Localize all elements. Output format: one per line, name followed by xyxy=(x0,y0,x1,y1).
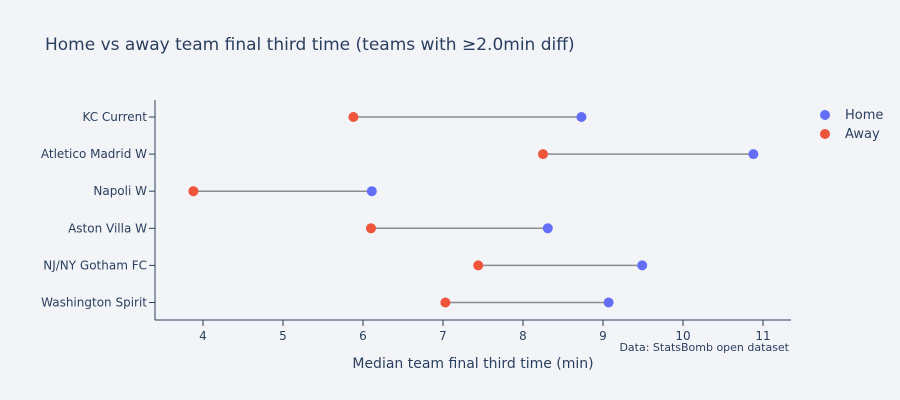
away-point[interactable] xyxy=(188,186,199,197)
connector-lines xyxy=(193,116,754,304)
data-source-annotation: Data: StatsBomb open dataset xyxy=(619,341,789,354)
x-tick-label: 9 xyxy=(599,329,607,343)
x-tick-label: 10 xyxy=(675,329,690,343)
legend-label-home[interactable]: Home xyxy=(845,108,883,123)
home-point[interactable] xyxy=(576,112,587,122)
y-tick-label: Atletico Madrid W xyxy=(41,147,147,161)
x-tick-label: 11 xyxy=(755,329,770,343)
away-point[interactable] xyxy=(473,260,484,271)
away-point[interactable] xyxy=(538,149,548,160)
home-point[interactable] xyxy=(366,186,377,197)
home-point[interactable] xyxy=(542,223,553,234)
away-point[interactable] xyxy=(348,112,359,122)
x-tick-label: 6 xyxy=(359,329,367,343)
y-tick-label: NJ/NY Gotham FC xyxy=(43,258,147,272)
home-point[interactable] xyxy=(637,260,648,271)
away-point[interactable] xyxy=(366,223,376,234)
x-tick-label: 8 xyxy=(519,329,527,343)
x-tick-label: 4 xyxy=(199,329,207,343)
data-points xyxy=(188,112,759,308)
x-axis-ticks: 4 5 6 7 8 9 10 11 xyxy=(199,320,771,343)
y-tick-label: Napoli W xyxy=(93,184,147,198)
y-axis-ticks: KC Current Atletico Madrid W Napoli W Aston… xyxy=(41,110,155,310)
y-tick-label: Aston Villa W xyxy=(68,221,147,235)
home-point[interactable] xyxy=(603,297,614,308)
legend[interactable]: Home Away xyxy=(820,108,883,142)
legend-marker-away[interactable] xyxy=(820,129,830,139)
home-point[interactable] xyxy=(748,149,759,160)
y-tick-label: KC Current xyxy=(83,110,148,124)
x-tick-label: 7 xyxy=(439,329,447,343)
away-point[interactable] xyxy=(440,297,451,308)
legend-marker-home[interactable] xyxy=(820,110,830,120)
x-tick-label: 5 xyxy=(279,329,287,343)
x-axis-title: Median team final third time (min) xyxy=(352,356,593,372)
y-tick-label: Washington Spirit xyxy=(41,296,147,310)
legend-label-away[interactable]: Away xyxy=(845,127,880,142)
chart-title: Home vs away team final third time (team… xyxy=(45,35,575,55)
